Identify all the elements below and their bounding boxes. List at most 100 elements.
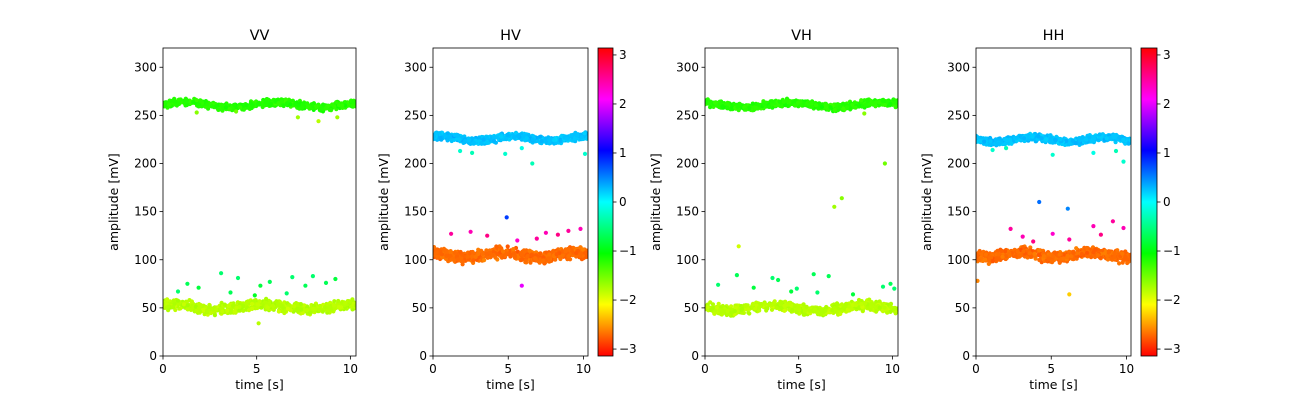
- band-point: [743, 304, 748, 309]
- band-point: [790, 307, 795, 313]
- band-point: [448, 250, 453, 255]
- band-point: [770, 99, 775, 104]
- band-point: [213, 104, 219, 109]
- band-point: [750, 301, 756, 306]
- band-point: [868, 307, 873, 312]
- band-point: [500, 249, 506, 254]
- colorbar-gradient: [597, 47, 614, 357]
- outlier-point: [578, 226, 583, 231]
- outlier-point: [811, 272, 816, 277]
- band-point: [511, 247, 516, 252]
- band-point: [888, 309, 893, 314]
- band-point: [815, 310, 821, 315]
- band-point: [485, 255, 490, 260]
- colorbar-tick-label: −2: [619, 293, 637, 307]
- band-point: [527, 248, 532, 253]
- y-tick-label: 100: [404, 253, 427, 267]
- band-point: [553, 257, 558, 262]
- band-point: [740, 307, 745, 312]
- band-point: [462, 140, 467, 145]
- outlier-point: [235, 275, 241, 281]
- axes-frame: [704, 47, 899, 357]
- band-point: [778, 300, 784, 305]
- band-point: [569, 133, 574, 138]
- band-point: [762, 102, 767, 107]
- band-point: [885, 310, 890, 315]
- outlier-point: [468, 229, 473, 234]
- band-point: [747, 106, 752, 111]
- band-point: [809, 104, 815, 109]
- band-point: [524, 136, 529, 141]
- band-point: [828, 105, 833, 110]
- band-point: [740, 310, 745, 315]
- band-point: [255, 305, 260, 311]
- outlier-point: [323, 280, 329, 285]
- x-axis-label: time [s]: [777, 377, 825, 392]
- band-point: [863, 301, 868, 306]
- band-point: [1002, 142, 1008, 147]
- band-point: [465, 254, 470, 259]
- scatter-points: [705, 96, 898, 318]
- outlier-point: [175, 289, 181, 294]
- band-point: [439, 252, 445, 257]
- y-tick-label: 150: [404, 205, 427, 219]
- band-point: [869, 301, 874, 306]
- outlier-point: [862, 111, 867, 116]
- outlier-point: [333, 276, 338, 282]
- band-point: [448, 253, 453, 258]
- band-point: [171, 298, 176, 303]
- band-point: [264, 100, 269, 105]
- band-point: [877, 305, 882, 310]
- band-point: [271, 303, 276, 309]
- band-point: [515, 133, 520, 139]
- band-point: [457, 137, 462, 142]
- band-point: [574, 254, 579, 259]
- band-point: [166, 102, 171, 107]
- band-point: [318, 303, 323, 309]
- band-point: [265, 305, 270, 310]
- band-point: [252, 298, 257, 303]
- outlier-point: [303, 283, 308, 288]
- band-point: [256, 102, 261, 107]
- outlier-point: [530, 161, 535, 166]
- band-point: [777, 99, 782, 104]
- band-point: [563, 249, 568, 254]
- outlier-point: [295, 115, 300, 120]
- band-point: [508, 252, 513, 257]
- outlier-point: [850, 292, 856, 297]
- outlier-point: [219, 271, 224, 276]
- band-point: [433, 134, 436, 139]
- y-tick-label: 150: [676, 205, 699, 219]
- band-point: [248, 101, 253, 106]
- band-point: [870, 101, 875, 106]
- band-point: [197, 309, 203, 314]
- band-point: [314, 104, 319, 109]
- band-point: [785, 98, 790, 103]
- band-point: [525, 254, 530, 259]
- band-point: [719, 309, 724, 314]
- band-point: [801, 302, 806, 307]
- outlier-point: [185, 281, 190, 286]
- band-point: [554, 252, 559, 257]
- band-point: [485, 135, 490, 141]
- band-point: [856, 297, 862, 303]
- band-point: [274, 299, 279, 304]
- outlier-point: [316, 119, 321, 124]
- outlier-point: [882, 161, 888, 166]
- band-point: [222, 302, 227, 307]
- outlier-point: [256, 321, 261, 326]
- band-point: [874, 309, 879, 314]
- band-point: [792, 304, 797, 309]
- band-point: [328, 300, 333, 305]
- band-point: [317, 307, 322, 312]
- outlier-point: [228, 290, 233, 295]
- band-point: [216, 107, 221, 112]
- outlier-point: [449, 231, 454, 236]
- outlier-point: [504, 215, 509, 220]
- band-point: [544, 250, 549, 255]
- y-tick-label: 250: [134, 108, 157, 122]
- band-point: [231, 107, 236, 112]
- band-point: [170, 305, 175, 310]
